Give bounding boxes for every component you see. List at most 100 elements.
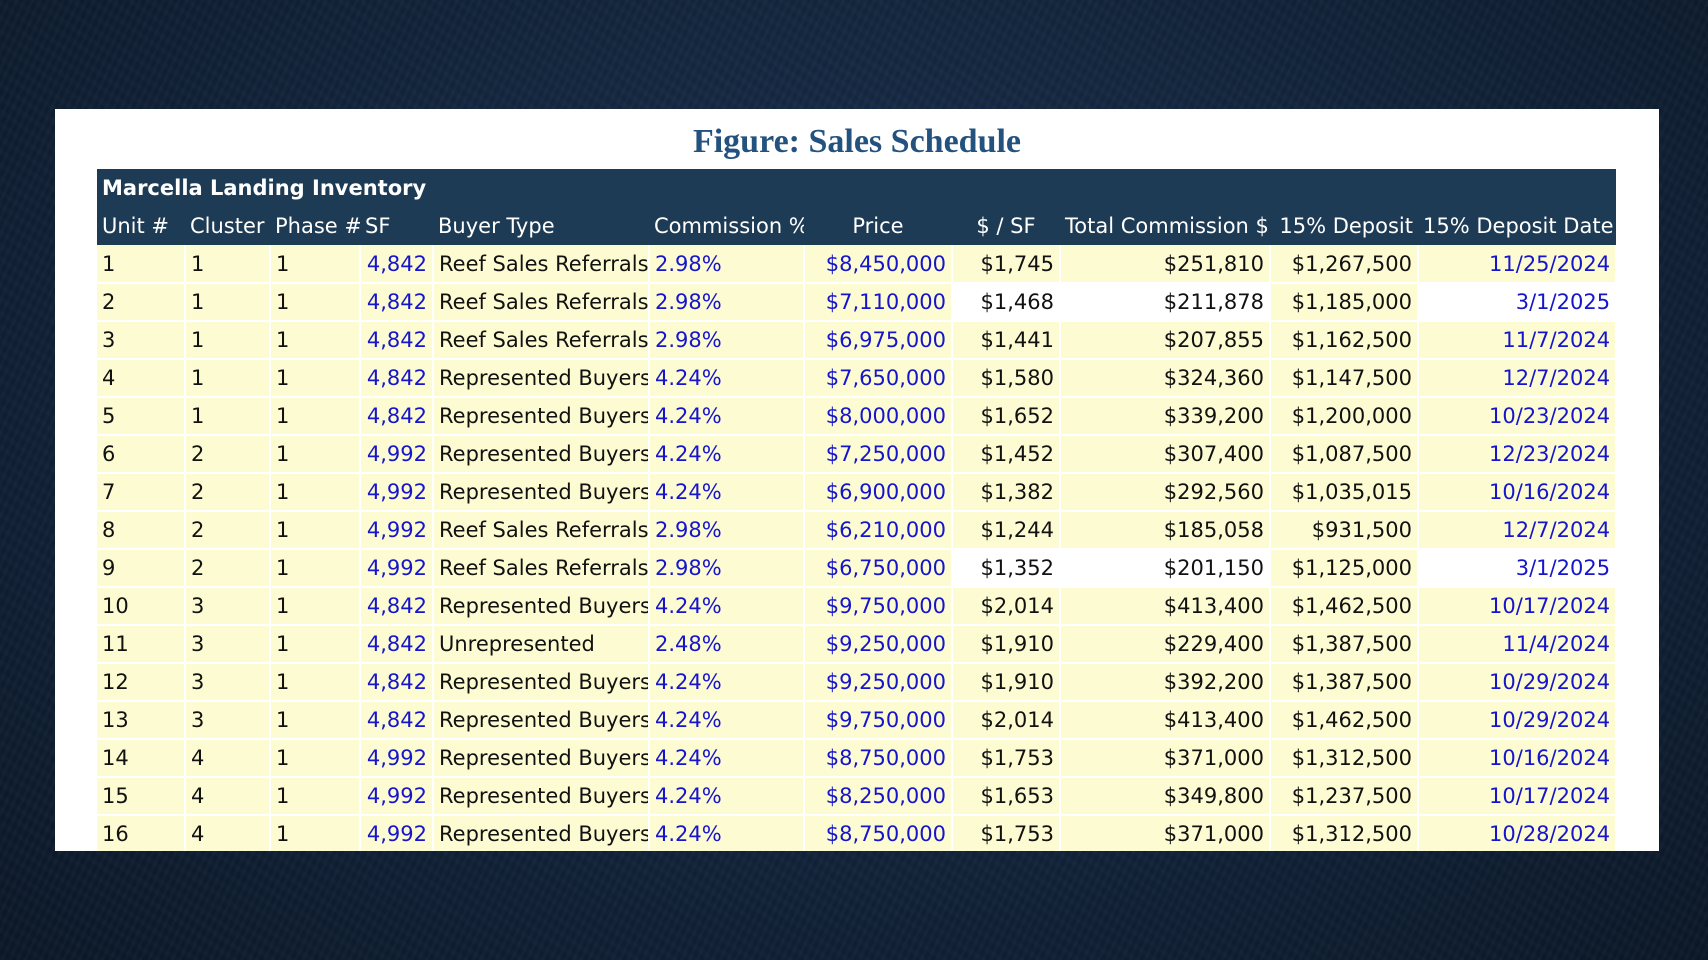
deposit-date-cell: 3/1/2025 [1418,549,1618,588]
price-cell: $7,110,000 [804,283,953,322]
cluster-cell: 2 [185,511,271,550]
deposit-date-cell: 10/23/2024 [1418,397,1618,436]
price-cell: $8,750,000 [804,739,953,778]
deposit-cell: $1,147,500 [1270,359,1419,398]
sf-cell: 4,842 [360,663,434,702]
total-commission-cell: $307,400 [1060,435,1271,474]
buyer-type-cell: Represented Buyers [433,587,650,626]
cluster-cell: 3 [185,663,271,702]
deposit-date-cell: 10/16/2024 [1418,739,1618,778]
sf-cell: 4,842 [360,397,434,436]
cluster-cell: 2 [185,549,271,588]
commission-pct-cell: 4.24% [649,815,805,851]
deposit-cell: $1,200,000 [1270,397,1419,436]
cluster-cell: 1 [185,321,271,360]
column-header-unit: Unit # [97,207,185,245]
commission-pct-cell: 2.98% [649,283,805,322]
total-commission-cell: $371,000 [1060,815,1271,851]
total-commission-cell: $413,400 [1060,587,1271,626]
sf-cell: 4,992 [360,777,434,816]
cluster-cell: 4 [185,815,271,851]
table-row: 5 1 1 4,842 Represented Buyers 4.24% $8,000,00… [97,397,1618,436]
table-row: 13 3 1 4,842 Represented Buyers 4.24% $9,750,0… [97,701,1618,740]
phase-cell: 1 [270,511,361,550]
buyer-type-cell: Represented Buyers [433,435,650,474]
deposit-cell: $1,162,500 [1270,321,1419,360]
price-cell: $8,000,000 [804,397,953,436]
unit-cell: 2 [97,283,186,322]
price-per-sf-cell: $1,452 [952,435,1061,474]
buyer-type-cell: Reef Sales Referrals [433,549,650,588]
column-header-total-commission: Total Commission $ [1060,207,1270,245]
deposit-cell: $931,500 [1270,511,1419,550]
deposit-cell: $1,035,015 [1270,473,1419,512]
commission-pct-cell: 4.24% [649,435,805,474]
unit-cell: 13 [97,701,186,740]
phase-cell: 1 [270,777,361,816]
cluster-cell: 1 [185,397,271,436]
column-header-buyer-type: Buyer Type [433,207,649,245]
phase-cell: 1 [270,397,361,436]
sf-cell: 4,842 [360,701,434,740]
cluster-cell: 3 [185,587,271,626]
price-cell: $6,900,000 [804,473,953,512]
deposit-date-cell: 10/29/2024 [1418,663,1618,702]
price-per-sf-cell: $1,753 [952,815,1061,851]
phase-cell: 1 [270,435,361,474]
deposit-date-cell: 11/7/2024 [1418,321,1618,360]
buyer-type-cell: Unrepresented [433,625,650,664]
unit-cell: 8 [97,511,186,550]
table-row: 2 1 1 4,842 Reef Sales Referrals 2.98% $7,110,… [97,283,1618,322]
column-header-price: Price [804,207,952,245]
buyer-type-cell: Represented Buyers [433,815,650,851]
deposit-cell: $1,312,500 [1270,815,1419,851]
sf-cell: 4,992 [360,739,434,778]
unit-cell: 14 [97,739,186,778]
commission-pct-cell: 4.24% [649,359,805,398]
deposit-date-cell: 12/23/2024 [1418,435,1618,474]
deposit-date-cell: 10/17/2024 [1418,777,1618,816]
column-header-price-per-sf: $ / SF [952,207,1060,245]
buyer-type-cell: Reef Sales Referrals [433,511,650,550]
deposit-cell: $1,462,500 [1270,587,1419,626]
price-cell: $8,750,000 [804,815,953,851]
cluster-cell: 1 [185,283,271,322]
unit-cell: 11 [97,625,186,664]
unit-cell: 9 [97,549,186,588]
phase-cell: 1 [270,321,361,360]
cluster-cell: 2 [185,473,271,512]
table-row: 12 3 1 4,842 Represented Buyers 4.24% $9,250,0… [97,663,1618,702]
price-cell: $9,250,000 [804,663,953,702]
sf-cell: 4,842 [360,245,434,284]
deposit-cell: $1,387,500 [1270,663,1419,702]
table-body: 1 1 1 4,842 Reef Sales Referrals 2.98% $8,450,… [97,245,1618,851]
phase-cell: 1 [270,739,361,778]
deposit-cell: $1,185,000 [1270,283,1419,322]
table-row: 11 3 1 4,842 Unrepresented 2.48% $9,250,000 $1,… [97,625,1618,664]
buyer-type-cell: Reef Sales Referrals [433,283,650,322]
total-commission-cell: $413,400 [1060,701,1271,740]
figure-panel: Figure: Sales Schedule Marcella Landing … [55,109,1659,851]
price-per-sf-cell: $1,653 [952,777,1061,816]
phase-cell: 1 [270,359,361,398]
cluster-cell: 1 [185,359,271,398]
column-header-deposit-date: 15% Deposit Date [1418,207,1617,245]
total-commission-cell: $292,560 [1060,473,1271,512]
price-per-sf-cell: $1,652 [952,397,1061,436]
commission-pct-cell: 2.98% [649,321,805,360]
deposit-date-cell: 10/28/2024 [1418,815,1618,851]
deposit-cell: $1,087,500 [1270,435,1419,474]
sf-cell: 4,842 [360,625,434,664]
phase-cell: 1 [270,245,361,284]
price-per-sf-cell: $1,745 [952,245,1061,284]
deposit-cell: $1,267,500 [1270,245,1419,284]
table-row: 3 1 1 4,842 Reef Sales Referrals 2.98% $6,975,… [97,321,1618,360]
phase-cell: 1 [270,701,361,740]
column-header-sf: SF [360,207,433,245]
phase-cell: 1 [270,473,361,512]
phase-cell: 1 [270,663,361,702]
sf-cell: 4,992 [360,815,434,851]
unit-cell: 3 [97,321,186,360]
column-header-cluster: Cluster [185,207,270,245]
commission-pct-cell: 4.24% [649,739,805,778]
